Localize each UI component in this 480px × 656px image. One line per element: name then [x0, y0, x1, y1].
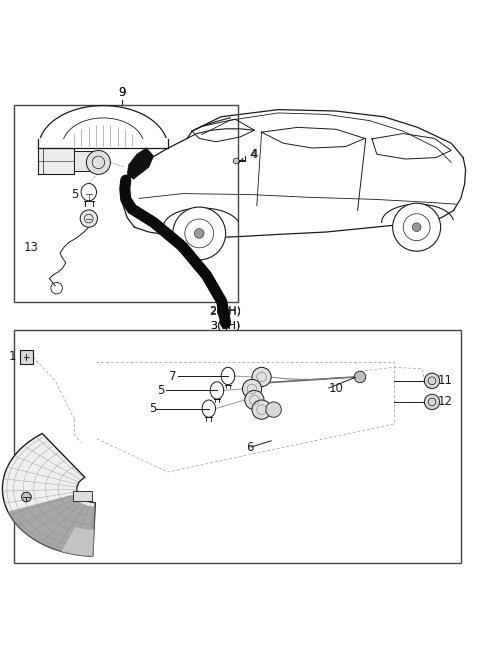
Bar	[72, 491, 92, 501]
Circle shape	[252, 367, 271, 386]
Text: 1: 1	[9, 350, 16, 363]
Circle shape	[86, 150, 110, 174]
Circle shape	[233, 158, 239, 164]
Bar	[38, 148, 74, 174]
Text: 2(RH): 2(RH)	[210, 306, 241, 316]
Text: 13: 13	[24, 241, 39, 254]
Text: 3(LH): 3(LH)	[210, 321, 241, 331]
Polygon shape	[2, 434, 96, 556]
Text: 5: 5	[157, 384, 165, 397]
Text: 11: 11	[438, 375, 453, 387]
Text: 3(LH): 3(LH)	[210, 320, 241, 331]
Text: 2(RH): 2(RH)	[210, 305, 241, 315]
Text: 5: 5	[149, 402, 156, 415]
Circle shape	[22, 492, 31, 502]
Circle shape	[393, 203, 441, 251]
Circle shape	[194, 229, 204, 238]
Polygon shape	[61, 527, 94, 556]
Text: 10: 10	[329, 382, 344, 394]
Circle shape	[80, 210, 97, 227]
Text: 8: 8	[9, 491, 16, 503]
Circle shape	[424, 394, 440, 409]
Bar	[74, 152, 98, 171]
Bar	[14, 331, 461, 564]
Circle shape	[354, 371, 366, 382]
Circle shape	[252, 400, 271, 419]
Bar	[20, 350, 33, 363]
Circle shape	[245, 390, 264, 409]
Text: 5: 5	[71, 188, 78, 201]
Text: 7: 7	[169, 369, 177, 382]
Bar	[14, 105, 238, 302]
Polygon shape	[127, 148, 154, 179]
Text: 4: 4	[250, 148, 257, 161]
Polygon shape	[8, 495, 95, 556]
Circle shape	[266, 402, 281, 417]
Circle shape	[173, 207, 226, 260]
Text: 4: 4	[251, 148, 258, 161]
Text: 12: 12	[438, 396, 453, 409]
Circle shape	[424, 373, 440, 388]
Circle shape	[242, 379, 262, 399]
Text: 9: 9	[119, 85, 126, 98]
Text: 6: 6	[246, 441, 253, 453]
Circle shape	[412, 223, 421, 232]
Text: 9: 9	[119, 85, 126, 98]
